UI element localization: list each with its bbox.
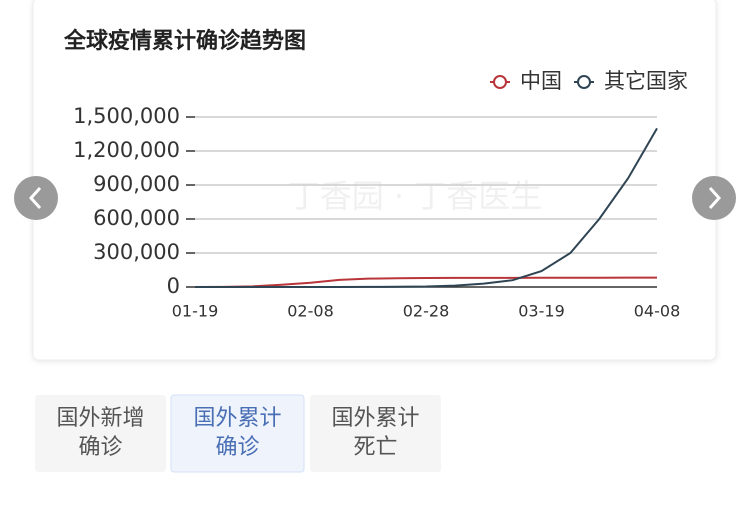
x-tick-label: 03-19 [518, 302, 565, 321]
prev-button[interactable] [14, 176, 58, 220]
watermark: 丁香园 · 丁香医生 [288, 177, 543, 215]
y-tick-label: 600,000 [93, 206, 180, 230]
next-button[interactable] [692, 176, 736, 220]
legend-label: 其它国家 [604, 69, 688, 93]
tab[interactable] [35, 395, 166, 472]
y-tick-label: 300,000 [93, 240, 180, 264]
y-tick-label: 900,000 [93, 172, 180, 196]
legend-marker [493, 75, 507, 89]
tab-label: 死亡 [353, 435, 397, 460]
prev-icon [28, 186, 42, 210]
tab-label: 国外新增 [56, 406, 144, 431]
y-tick-label: 1,200,000 [73, 138, 180, 162]
x-tick-label: 04-08 [634, 302, 681, 321]
y-tick-label: 0 [167, 274, 180, 298]
tab-label: 国外累计 [193, 406, 281, 431]
x-tick-label: 01-19 [172, 302, 219, 321]
x-tick-label: 02-28 [403, 302, 450, 321]
legend-marker [577, 75, 591, 89]
series-line [194, 127, 658, 288]
legend-label: 中国 [520, 69, 562, 93]
series-line [194, 276, 658, 288]
y-tick-label: 1,500,000 [73, 104, 180, 128]
tab-label: 确诊 [78, 435, 122, 460]
chart-title: 全球疫情累计确诊趋势图 [63, 28, 306, 54]
tab[interactable] [170, 394, 305, 473]
next-icon [708, 186, 722, 210]
tab-label: 确诊 [215, 435, 259, 460]
tab[interactable] [310, 395, 441, 472]
tab-label: 国外累计 [331, 406, 419, 431]
x-tick-label: 02-08 [287, 302, 334, 321]
